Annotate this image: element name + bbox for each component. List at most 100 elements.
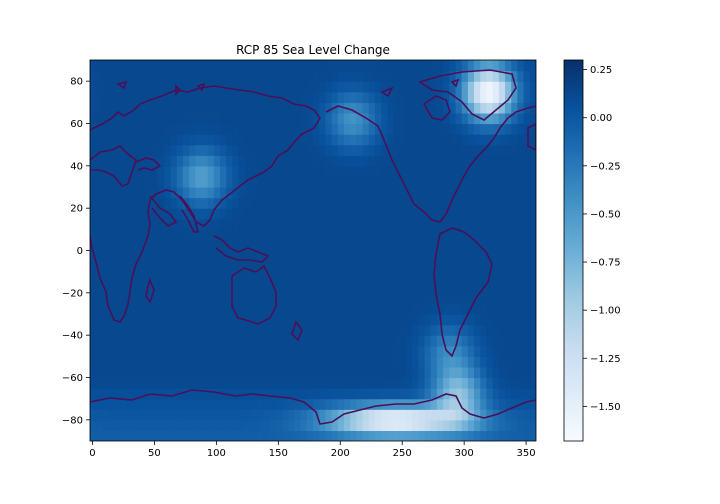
coastline-madagascar [145, 277, 155, 304]
heatmap-cell [492, 282, 500, 294]
heatmap-cell [207, 187, 215, 199]
heatmap-cell [263, 430, 271, 441]
heatmap-cell [362, 377, 370, 389]
heatmap-cell [337, 430, 345, 441]
heatmap-cell [269, 356, 277, 368]
heatmap-cell [226, 102, 234, 114]
heatmap-cell [102, 218, 110, 230]
heatmap-cell [523, 165, 531, 178]
heatmap-cell [226, 208, 234, 220]
heatmap-cell [529, 314, 536, 326]
heatmap-cell [102, 176, 110, 188]
heatmap-cell [480, 377, 488, 389]
heatmap-cell [368, 345, 376, 357]
heatmap-cell [300, 81, 308, 93]
heatmap-cell [368, 356, 376, 368]
heatmap-cell [244, 208, 252, 220]
heatmap-cell [313, 239, 320, 252]
heatmap-cell [232, 430, 240, 441]
heatmap-cell [337, 303, 345, 315]
heatmap-cell [294, 165, 302, 178]
heatmap-cell [405, 102, 413, 114]
heatmap-cell [244, 314, 252, 326]
heatmap-cell [232, 398, 240, 410]
heatmap-cell [139, 345, 147, 357]
heatmap-cell [343, 60, 351, 72]
heatmap-cell [300, 102, 308, 114]
heatmap-cell [405, 261, 413, 273]
heatmap-cell [337, 335, 345, 347]
heatmap-cell [263, 377, 271, 389]
heatmap-cell [102, 112, 110, 125]
heatmap-cell [170, 144, 178, 156]
heatmap-cell [251, 123, 258, 135]
heatmap-cell [331, 314, 339, 326]
heatmap-cell [443, 282, 450, 294]
heatmap-cell [368, 176, 376, 188]
heatmap-cell [381, 430, 388, 441]
heatmap-cell [176, 250, 184, 262]
heatmap-cell [381, 239, 388, 252]
heatmap-cell [424, 239, 432, 252]
heatmap-cell [474, 303, 481, 315]
heatmap-cell [226, 155, 234, 167]
heatmap-cell [343, 282, 351, 294]
heatmap-cell [244, 218, 252, 230]
heatmap-cell [498, 197, 506, 209]
heatmap-cell [362, 409, 370, 421]
heatmap-cell [362, 430, 370, 441]
heatmap-cell [486, 81, 494, 93]
heatmap-cell [96, 229, 103, 241]
heatmap-cell [381, 102, 388, 114]
heatmap-cell [436, 409, 444, 421]
heatmap-cell [343, 165, 351, 178]
heatmap-cell [294, 144, 302, 156]
heatmap-cell [288, 366, 296, 379]
heatmap-cell [288, 271, 296, 283]
heatmap-cell [226, 292, 234, 305]
heatmap-cell [331, 134, 339, 146]
heatmap-cell [511, 356, 519, 368]
heatmap-cell [189, 388, 196, 400]
heatmap-cell [436, 144, 444, 156]
heatmap-cell [313, 102, 320, 114]
heatmap-cell [449, 91, 457, 103]
heatmap-cell [133, 81, 141, 93]
heatmap-cell [480, 419, 488, 432]
heatmap-cell [436, 430, 444, 441]
heatmap-cell [424, 261, 432, 273]
heatmap-cell [374, 70, 382, 82]
heatmap-cell [201, 345, 209, 357]
heatmap-cell [523, 123, 531, 135]
heatmap-cell [405, 250, 413, 262]
heatmap-cell [220, 134, 227, 146]
heatmap-cell [275, 271, 283, 283]
heatmap-cell [443, 197, 450, 209]
heatmap-cell [374, 208, 382, 220]
heatmap-cell [170, 356, 178, 368]
heatmap-cell [244, 144, 252, 156]
heatmap-cell [139, 303, 147, 315]
heatmap-cell [164, 176, 172, 188]
heatmap-cell [133, 239, 141, 252]
y-tick-label: 40 [70, 161, 83, 172]
heatmap-cell [120, 123, 128, 135]
heatmap-cell [306, 314, 314, 326]
heatmap-cell [486, 208, 494, 220]
heatmap-cell [220, 314, 227, 326]
heatmap-cell [90, 239, 97, 252]
heatmap-cell [393, 356, 401, 368]
heatmap-cell [251, 102, 258, 114]
heatmap-cell [313, 324, 320, 336]
y-tick-label: −40 [62, 331, 83, 342]
heatmap-cell [139, 81, 147, 93]
heatmap-cell [251, 377, 258, 389]
heatmap-cell [232, 388, 240, 400]
heatmap-cell [387, 102, 395, 114]
heatmap-cell [170, 366, 178, 379]
heatmap-cell [238, 176, 246, 188]
heatmap-cell [269, 197, 277, 209]
heatmap-cell [492, 165, 500, 178]
heatmap-cell [374, 187, 382, 199]
heatmap-cell [374, 81, 382, 93]
